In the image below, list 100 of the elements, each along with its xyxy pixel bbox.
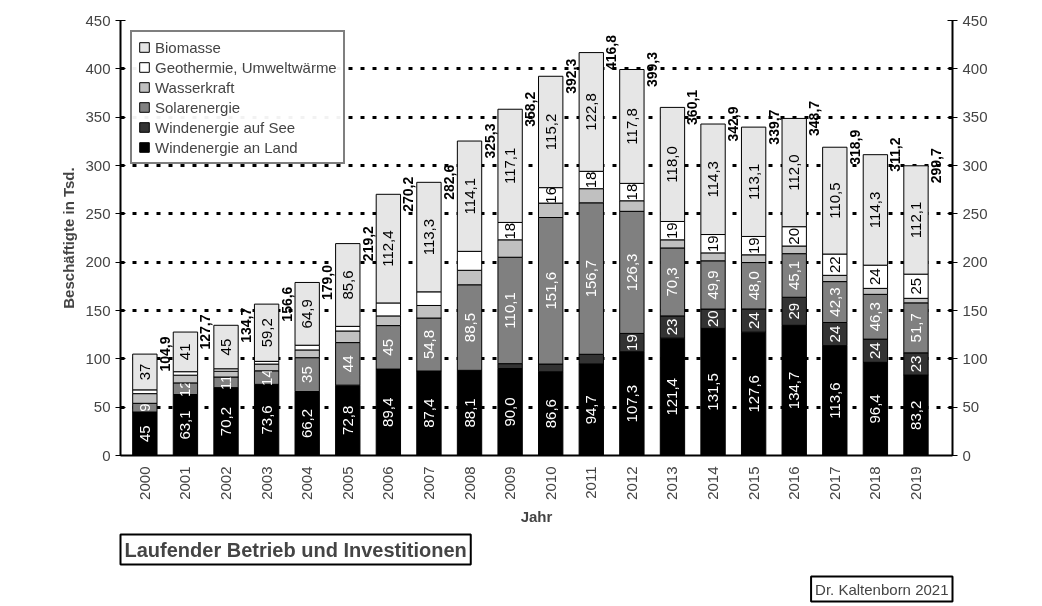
data-label: 45 [379,338,397,356]
data-label: 73,6 [257,405,275,435]
y-tick-label: 450 [85,11,111,29]
data-label: 72,8 [338,405,356,435]
data-label: 64,9 [298,299,316,329]
data-label: 88,5 [460,312,478,343]
data-label: 42,3 [825,287,843,317]
data-label: 59,2 [257,318,275,348]
text: Dr. Kaltenborn 2021 [815,580,949,598]
data-label: 20 [785,228,803,245]
x-tick-label: 2006 [379,466,397,500]
data-label: 113,3 [419,218,437,256]
y-tick-label: 0 [102,446,111,464]
legend-label: Windenergie an Land [155,138,298,156]
y2-tick-label: 450 [962,11,988,29]
y-tick-label: 300 [85,156,111,174]
x-tick-label: 2012 [622,466,640,500]
total-label: 127,7 [197,314,214,350]
text: Laufender Betrieb und Investitionen [124,538,467,561]
data-label: 90,0 [501,397,519,427]
x-tick-label: 2009 [501,466,519,500]
bar [213,324,239,370]
total-label: 282,6 [440,164,457,200]
data-label: 83,2 [906,400,924,430]
data-label: 24 [744,312,762,329]
x-axis-title: Jahr [520,507,553,525]
data-label: 22 [825,256,843,274]
data-label: 41 [176,343,194,361]
x-tick-label: 2011 [582,466,600,499]
data-label: 88,1 [460,398,478,428]
y2-tick-label: 250 [962,204,988,222]
y-tick-label: 350 [85,108,111,126]
total-label: 179,0 [319,264,336,300]
data-label: 134,7 [785,371,803,410]
total-label: 325,3 [481,123,498,159]
y2-tick-label: 150 [962,301,988,319]
data-label: 85,6 [338,270,356,300]
total-label: 358,2 [522,91,539,127]
total-label: 219,2 [359,225,376,262]
data-label: 112,4 [379,230,397,267]
x-tick-label: 2008 [460,466,478,500]
data-label: 70,2 [217,406,235,437]
x-tick-label: 2013 [663,466,681,500]
legend-label: Biomasse [155,38,221,56]
x-tick-label: 2016 [785,466,803,500]
total-label: 348,7 [806,100,823,136]
y-tick-label: 250 [85,204,111,222]
data-label: 96,4 [866,394,884,424]
data-label: 63,1 [176,410,194,440]
data-label: 113,1 [744,163,762,200]
x-tick-label: 2002 [217,466,235,500]
data-label: 117,8 [622,108,640,145]
data-label: 48,0 [744,271,762,301]
data-label: 112,0 [785,154,803,191]
data-label: 110,5 [825,182,843,219]
data-label: 114,3 [704,161,722,198]
data-label: 16 [541,187,559,204]
y-axis-title: Beschäftigte in Tsd. [60,167,78,309]
data-label: 122,8 [582,93,600,131]
legend-label: Solarenergie [155,98,241,116]
data-label: 114,3 [866,191,884,229]
y-tick-label: 200 [85,253,111,271]
x-tick-label: 2007 [419,466,437,500]
data-label: 112,1 [906,201,924,239]
y2-tick-label: 50 [962,398,980,416]
legend-label: Windenergie auf See [155,118,296,136]
data-label: 51,7 [906,313,924,343]
data-label: 45 [135,425,153,443]
total-label: 399,3 [643,51,660,88]
data-label: 113,6 [825,382,843,419]
total-label: 342,9 [725,106,742,142]
data-label: 45 [217,338,235,356]
data-label: 24 [866,342,884,360]
data-label: 46,3 [866,302,884,332]
data-label: 66,2 [298,408,316,439]
data-label: 131,5 [704,373,722,411]
data-label: 23 [906,355,924,373]
data-label: 118,0 [663,146,681,183]
data-label: 25 [906,277,924,295]
data-label: 151,6 [541,272,559,310]
total-label: 416,8 [603,34,620,71]
legend-label: Wasserkraft [155,78,235,96]
data-label: 54,8 [419,329,437,360]
data-label: 18 [582,171,600,189]
data-label: 29 [785,302,803,320]
x-tick-label: 2001 [176,466,194,500]
data-label: 87,4 [419,398,437,428]
data-label: 156,7 [582,259,600,298]
total-label: 311,2 [887,137,904,172]
y2-tick-label: 400 [962,59,988,77]
total-label: 339,7 [765,109,782,145]
data-label: 86,6 [541,399,559,429]
data-label: 44 [338,355,356,373]
total-label: 318,9 [846,129,863,165]
x-tick-label: 2005 [338,466,356,500]
data-label: 89,4 [379,397,397,427]
y2-tick-label: 100 [962,349,988,367]
data-label: 24 [866,268,884,286]
data-label: 121,4 [663,378,681,416]
data-label: 18 [622,183,640,201]
